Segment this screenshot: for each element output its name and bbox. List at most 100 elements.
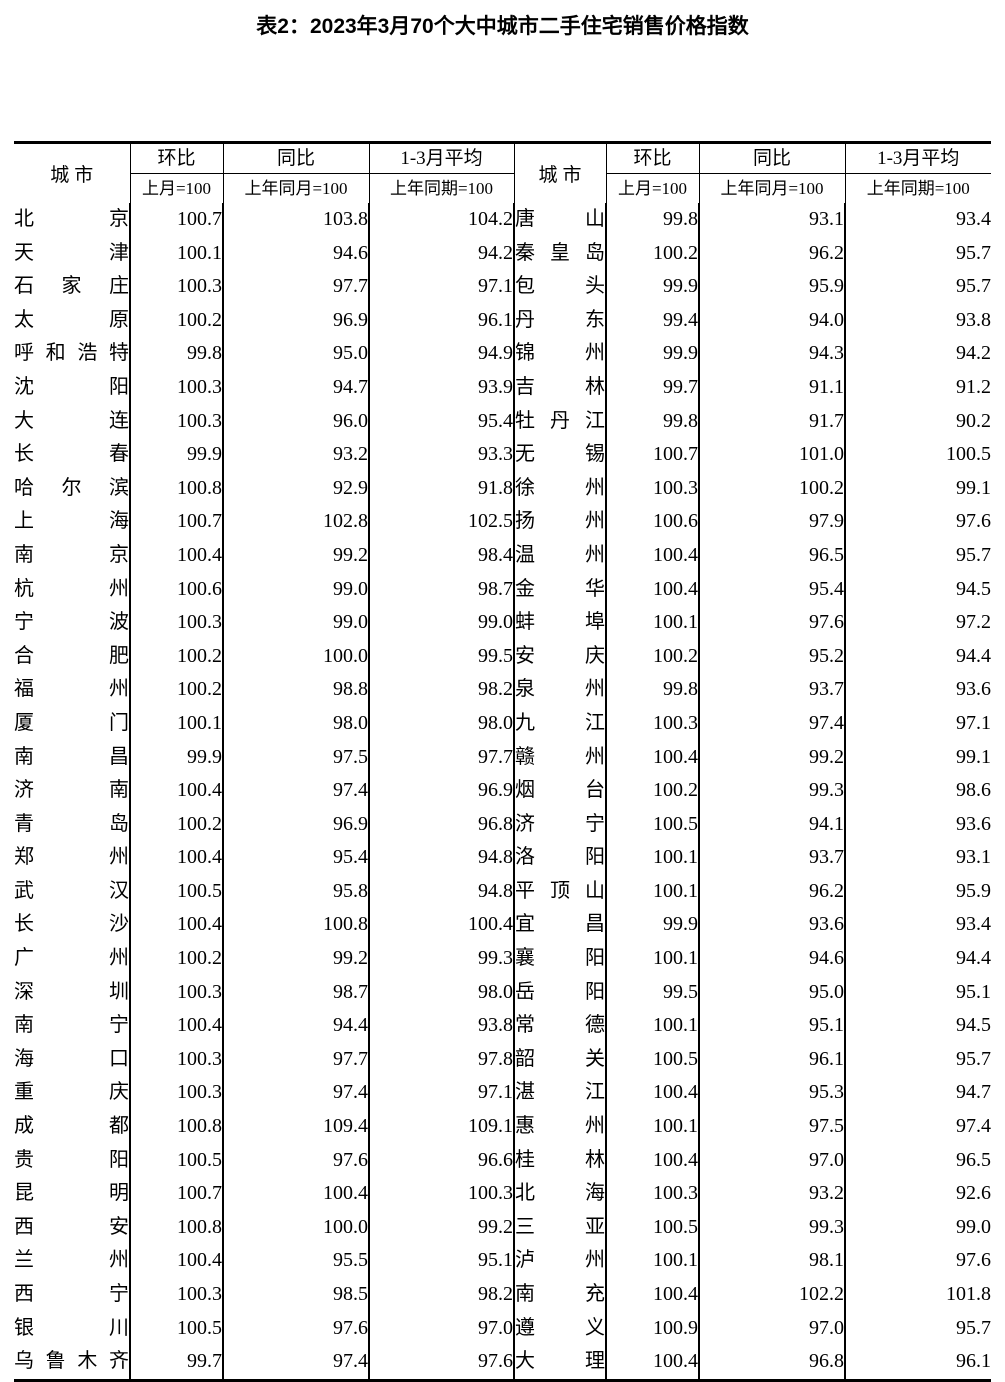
value-avg-right: 96.1 — [844, 1345, 991, 1382]
value-yoy-right: 95.3 — [698, 1076, 845, 1111]
value-yoy-right: 97.9 — [698, 505, 845, 539]
value-mom-left: 100.4 — [129, 841, 223, 875]
table-row: 郑州 100.4 95.4 94.8 洛阳 100.1 93.7 93.1 — [14, 841, 991, 875]
value-yoy-left: 95.8 — [222, 874, 369, 909]
value-avg-left: 100.4 — [368, 908, 514, 943]
table-row: 成都 100.8 109.4 109.1 惠州 100.1 97.5 97.4 — [14, 1110, 991, 1144]
value-mom-left: 100.2 — [129, 639, 223, 674]
value-mom-right: 100.4 — [605, 1345, 699, 1382]
value-avg-right: 95.7 — [844, 1042, 991, 1077]
city-name-left: 合肥 — [14, 644, 129, 667]
city-name-right: 金华 — [513, 572, 606, 607]
city-name-right: 遵义 — [513, 1311, 606, 1346]
value-avg-left: 99.5 — [368, 639, 514, 674]
value-yoy-left: 94.7 — [222, 370, 369, 405]
city-name-left: 广州 — [14, 947, 129, 970]
value-avg-left: 93.3 — [368, 438, 514, 472]
city-name-left: 郑州 — [14, 846, 129, 869]
value-mom-right: 100.1 — [605, 874, 699, 909]
header-yoy-basis-left: 上年同月=100 — [222, 173, 369, 203]
value-yoy-right: 95.4 — [698, 572, 845, 607]
value-avg-left: 109.1 — [368, 1110, 514, 1144]
table-row: 沈阳 100.3 94.7 93.9 吉林 99.7 91.1 91.2 — [14, 370, 991, 405]
city-name-left: 深圳 — [14, 980, 129, 1003]
value-avg-right: 92.6 — [844, 1177, 991, 1211]
value-avg-left: 91.8 — [368, 471, 514, 506]
value-avg-right: 94.5 — [844, 572, 991, 607]
city-name-left: 西安 — [14, 1215, 129, 1238]
city-name-right: 泉州 — [513, 673, 606, 707]
table-row: 重庆 100.3 97.4 97.1 湛江 100.4 95.3 94.7 — [14, 1076, 991, 1111]
city-name-right: 宜昌 — [513, 908, 606, 943]
city-name-left: 南京 — [14, 543, 129, 566]
value-avg-right: 99.1 — [844, 740, 991, 775]
value-yoy-left: 100.8 — [222, 908, 369, 943]
table-row: 武汉 100.5 95.8 94.8 平顶山 100.1 96.2 95.9 — [14, 874, 991, 909]
value-yoy-right: 99.3 — [698, 774, 845, 808]
value-avg-left: 93.8 — [368, 1009, 514, 1043]
value-avg-left: 97.8 — [368, 1042, 514, 1077]
city-name-right: 湛江 — [513, 1076, 606, 1111]
value-avg-right: 93.8 — [844, 303, 991, 338]
header-avg-basis-left: 上年同期=100 — [368, 173, 514, 203]
value-avg-right: 97.1 — [844, 706, 991, 741]
table-row: 杭州 100.6 99.0 98.7 金华 100.4 95.4 94.5 — [14, 572, 991, 607]
table-row: 西宁 100.3 98.5 98.2 南充 100.4 102.2 101.8 — [14, 1278, 991, 1312]
value-yoy-right: 97.0 — [698, 1143, 845, 1178]
city-name-left: 成都 — [14, 1115, 129, 1138]
value-yoy-right: 95.9 — [698, 270, 845, 304]
value-avg-left: 104.2 — [368, 203, 514, 237]
table-row: 太原 100.2 96.9 96.1 丹东 99.4 94.0 93.8 — [14, 303, 991, 338]
value-yoy-left: 96.9 — [222, 807, 369, 842]
value-yoy-left: 94.4 — [222, 1009, 369, 1043]
city-name-left: 济南 — [14, 779, 129, 802]
value-mom-right: 100.2 — [605, 639, 699, 674]
value-mom-left: 99.8 — [129, 337, 223, 371]
table-row: 南京 100.4 99.2 98.4 温州 100.4 96.5 95.7 — [14, 538, 991, 573]
value-avg-right: 91.2 — [844, 370, 991, 405]
city-name-left: 呼和浩特 — [14, 342, 129, 365]
header-mom-basis-right: 上月=100 — [605, 173, 699, 203]
value-yoy-right: 99.2 — [698, 740, 845, 775]
header-yoy-right: 同比 — [698, 141, 845, 174]
value-yoy-right: 102.2 — [698, 1278, 845, 1312]
value-mom-left: 100.4 — [129, 1009, 223, 1043]
city-name-left: 长沙 — [14, 913, 129, 936]
table-row: 昆明 100.7 100.4 100.3 北海 100.3 93.2 92.6 — [14, 1177, 991, 1211]
value-yoy-right: 91.1 — [698, 370, 845, 405]
value-yoy-left: 94.6 — [222, 236, 369, 271]
value-yoy-right: 97.6 — [698, 606, 845, 640]
value-avg-left: 98.2 — [368, 1278, 514, 1312]
table-row: 南宁 100.4 94.4 93.8 常德 100.1 95.1 94.5 — [14, 1009, 991, 1043]
header-mom-right: 环比 — [605, 141, 699, 174]
value-avg-left: 98.2 — [368, 673, 514, 707]
table-row: 贵阳 100.5 97.6 96.6 桂林 100.4 97.0 96.5 — [14, 1143, 991, 1178]
value-mom-left: 100.7 — [129, 1177, 223, 1211]
city-name-left: 贵阳 — [14, 1148, 129, 1171]
price-index-table: 城市 环比 同比 1-3月平均 城市 环比 同比 1-3月平均 上月=100 上… — [14, 141, 991, 1382]
city-name-right: 九江 — [513, 706, 606, 741]
page-title: 表2：2023年3月70个大中城市二手住宅销售价格指数 — [256, 15, 749, 38]
value-avg-right: 94.5 — [844, 1009, 991, 1043]
value-mom-left: 100.1 — [129, 236, 223, 271]
value-yoy-left: 96.0 — [222, 404, 369, 439]
value-avg-left: 97.6 — [368, 1345, 514, 1382]
value-mom-right: 99.5 — [605, 975, 699, 1010]
value-mom-right: 99.8 — [605, 404, 699, 439]
value-mom-right: 100.9 — [605, 1311, 699, 1346]
value-mom-left: 100.4 — [129, 908, 223, 943]
table-row: 深圳 100.3 98.7 98.0 岳阳 99.5 95.0 95.1 — [14, 975, 991, 1010]
value-mom-right: 100.5 — [605, 807, 699, 842]
value-avg-left: 96.8 — [368, 807, 514, 842]
value-mom-right: 100.1 — [605, 606, 699, 640]
value-avg-left: 97.1 — [368, 270, 514, 304]
city-name-right: 平顶山 — [513, 874, 606, 909]
value-yoy-left: 97.7 — [222, 270, 369, 304]
city-name-right: 桂林 — [513, 1143, 606, 1178]
value-mom-left: 100.3 — [129, 1076, 223, 1111]
city-name-right: 温州 — [513, 538, 606, 573]
value-yoy-left: 95.4 — [222, 841, 369, 875]
value-mom-right: 100.1 — [605, 1009, 699, 1043]
value-yoy-right: 99.3 — [698, 1210, 845, 1245]
header-city-right: 城市 — [513, 141, 606, 203]
